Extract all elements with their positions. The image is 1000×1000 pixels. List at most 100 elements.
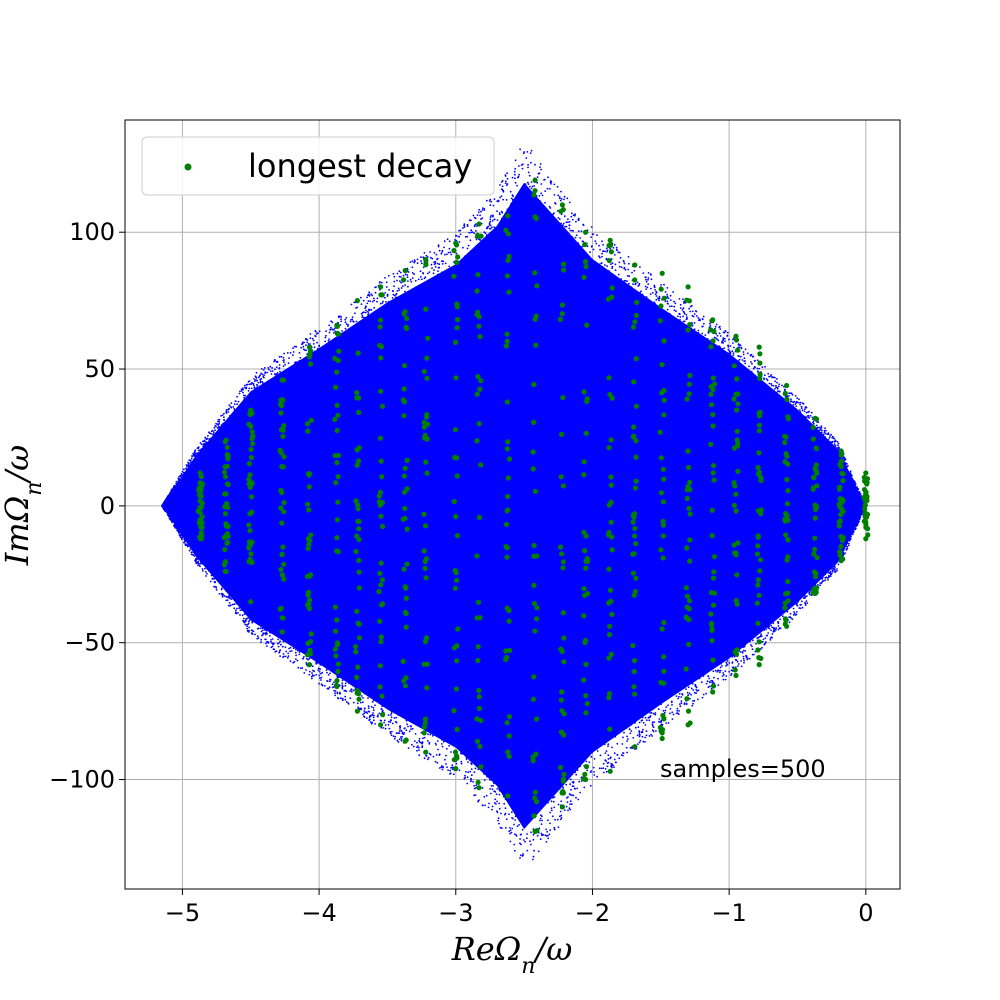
all-modes-point — [726, 660, 729, 662]
all-modes-point — [515, 814, 518, 816]
all-modes-point — [565, 257, 568, 260]
all-modes-point — [542, 209, 544, 211]
all-modes-point — [330, 656, 333, 659]
all-modes-point — [644, 306, 647, 308]
all-modes-point — [305, 344, 307, 346]
all-modes-point — [341, 679, 344, 682]
all-modes-point — [504, 224, 507, 227]
all-modes-point — [490, 256, 493, 259]
all-modes-point — [741, 651, 744, 653]
all-modes-point — [583, 786, 586, 789]
all-modes-point — [375, 286, 377, 288]
all-modes-point — [651, 291, 654, 294]
all-modes-point — [827, 438, 830, 441]
all-modes-point — [520, 227, 523, 230]
all-modes-point — [329, 358, 331, 361]
all-modes-point — [649, 312, 652, 315]
all-modes-point — [261, 629, 264, 632]
all-modes-point — [448, 240, 451, 243]
all-modes-point — [341, 687, 344, 690]
all-modes-point — [397, 314, 400, 317]
all-modes-point — [743, 659, 745, 662]
all-modes-point — [798, 398, 800, 401]
all-modes-point — [301, 667, 304, 669]
all-modes-point — [519, 787, 522, 790]
all-modes-point — [560, 222, 563, 225]
all-modes-point — [630, 720, 633, 723]
all-modes-point — [452, 270, 455, 272]
all-modes-point — [767, 632, 770, 634]
all-modes-point — [657, 708, 660, 711]
all-modes-point — [233, 591, 235, 594]
all-modes-point — [516, 775, 519, 778]
all-modes-point — [573, 787, 576, 790]
all-modes-point — [283, 352, 285, 355]
all-modes-point — [290, 633, 293, 636]
all-modes-point — [475, 784, 478, 787]
all-modes-point — [417, 289, 419, 292]
all-modes-point — [461, 261, 464, 263]
all-modes-point — [570, 215, 573, 218]
all-modes-point — [622, 312, 625, 315]
all-modes-point — [471, 731, 474, 734]
all-modes-point — [498, 802, 500, 805]
all-modes-point — [473, 232, 475, 235]
all-modes-point — [519, 214, 522, 217]
all-modes-point — [333, 347, 336, 350]
all-modes-point — [679, 307, 682, 309]
all-modes-point — [721, 655, 723, 658]
all-modes-point — [777, 628, 780, 631]
all-modes-point — [484, 273, 487, 276]
all-modes-point — [514, 181, 517, 184]
all-modes-point — [425, 711, 427, 714]
all-modes-point — [387, 698, 389, 701]
all-modes-point — [416, 746, 418, 749]
all-modes-point — [198, 555, 201, 558]
all-modes-point — [376, 297, 379, 300]
all-modes-point — [360, 303, 363, 305]
all-modes-point — [477, 800, 480, 803]
all-modes-point — [609, 717, 612, 719]
all-modes-point — [282, 365, 285, 367]
all-modes-point — [223, 429, 226, 432]
all-modes-point — [498, 793, 501, 796]
all-modes-point — [407, 280, 409, 282]
all-modes-point — [661, 690, 663, 692]
all-modes-point — [509, 190, 512, 193]
all-modes-point — [618, 709, 620, 712]
all-modes-point — [750, 621, 753, 624]
all-modes-point — [601, 276, 604, 279]
all-modes-point — [454, 288, 457, 291]
all-modes-point — [312, 343, 315, 345]
all-modes-point — [599, 754, 602, 757]
all-modes-point — [596, 730, 599, 733]
all-modes-point — [611, 737, 613, 739]
all-modes-point — [554, 790, 557, 793]
all-modes-point — [390, 320, 393, 323]
all-modes-point — [792, 590, 795, 592]
all-modes-point — [623, 298, 626, 301]
all-modes-point — [188, 543, 191, 546]
all-modes-point — [587, 286, 590, 289]
all-modes-point — [331, 683, 334, 686]
all-modes-point — [439, 289, 442, 292]
all-modes-point — [534, 163, 536, 166]
all-modes-point — [680, 702, 683, 704]
all-modes-point — [492, 204, 495, 207]
all-modes-point — [225, 586, 228, 589]
all-modes-point — [747, 628, 750, 631]
all-modes-point — [459, 229, 462, 232]
all-modes-point — [307, 343, 310, 345]
all-modes-point — [331, 321, 334, 324]
all-modes-point — [383, 324, 386, 327]
all-modes-point — [765, 395, 768, 397]
all-modes-point — [411, 266, 414, 269]
all-modes-point — [357, 685, 360, 688]
all-modes-point — [592, 297, 595, 299]
all-modes-point — [551, 788, 553, 790]
all-modes-point — [722, 359, 725, 361]
all-modes-point — [479, 253, 481, 256]
all-modes-point — [354, 337, 356, 339]
all-modes-point — [447, 769, 449, 771]
all-modes-point — [709, 644, 712, 647]
